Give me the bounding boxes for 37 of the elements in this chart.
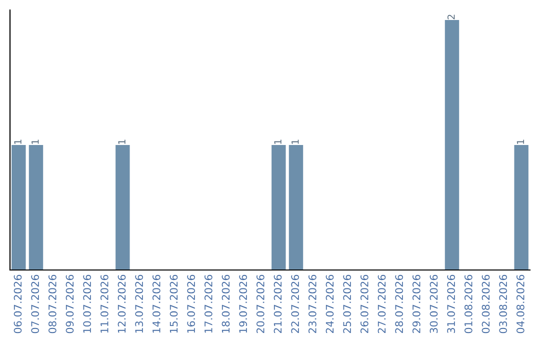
x-tick-label: 06.07.2026 xyxy=(14,274,22,334)
x-tick-label: 14.07.2026 xyxy=(152,274,160,333)
x-tick-label: 03.08.2026 xyxy=(499,274,508,334)
x-tick-label: 18.07.2026 xyxy=(222,274,230,333)
x-tick-label: 23.07.2026 xyxy=(308,274,316,334)
x-tick-label: 02.08.2026 xyxy=(482,274,490,334)
x-tick-label: 19.07.2026 xyxy=(239,274,248,333)
x-tick-label: 16.07.2026 xyxy=(187,274,196,333)
data-label: 1 xyxy=(274,140,282,144)
x-tick-label: 01.08.2026 xyxy=(464,274,472,334)
x-tick-label: 24.07.2026 xyxy=(326,274,334,334)
x-tick-label: 30.07.2026 xyxy=(430,274,438,334)
x-tick-label: 21.07.2026 xyxy=(274,274,282,334)
x-tick-label: 07.07.2026 xyxy=(31,274,40,334)
x-tick-label: 25.07.2026 xyxy=(343,274,352,334)
x-tick-label: 17.07.2026 xyxy=(204,274,212,333)
x-tick-label: 10.07.2026 xyxy=(83,274,92,333)
data-label: 1 xyxy=(14,140,22,144)
x-tick-label: 09.07.2026 xyxy=(66,274,74,334)
x-tick-label: 28.07.2026 xyxy=(395,274,404,334)
data-label: 1 xyxy=(292,140,299,144)
x-tick-label: 26.07.2026 xyxy=(360,274,368,334)
data-label: 2 xyxy=(447,14,455,20)
x-tick-label: 12.07.2026 xyxy=(118,274,126,333)
data-label: 1 xyxy=(32,140,39,144)
x-tick-label: 31.07.2026 xyxy=(447,274,456,334)
x-tick-label: 11.07.2026 xyxy=(100,274,108,333)
x-tick-label: 04.08.2026 xyxy=(516,274,524,334)
data-label: 1 xyxy=(516,140,524,144)
x-tick-label: 15.07.2026 xyxy=(170,274,178,333)
x-tick-label: 13.07.2026 xyxy=(135,274,144,333)
x-tick-label: 27.07.2026 xyxy=(378,274,386,334)
x-tick-label: 29.07.2026 xyxy=(412,274,420,334)
x-tick-label: 22.07.2026 xyxy=(291,274,300,334)
data-label: 1 xyxy=(118,140,126,144)
x-tick-label: 20.07.2026 xyxy=(256,274,264,334)
x-tick-label: 08.07.2026 xyxy=(48,274,56,334)
